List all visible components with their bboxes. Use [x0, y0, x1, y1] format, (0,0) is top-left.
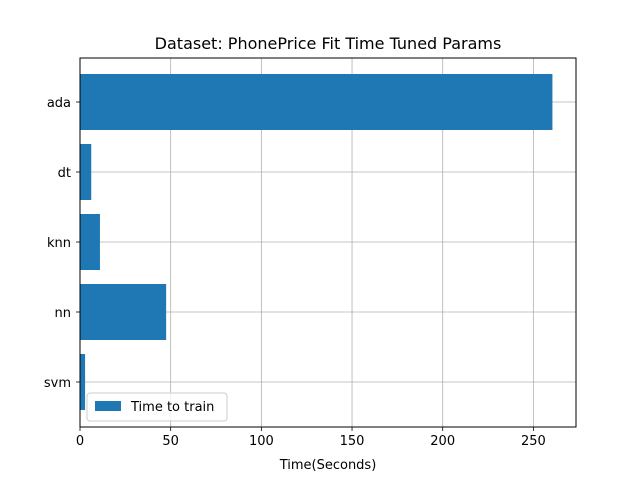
x-tick-label: 250 [521, 434, 546, 449]
bar-dt [80, 144, 92, 200]
y-tick-label: knn [47, 236, 71, 251]
legend-box [86, 392, 228, 422]
plot-frame [79, 57, 577, 428]
x-tick-label: 150 [340, 434, 365, 449]
x-tick-label: 50 [162, 434, 179, 449]
y-tick-label: svm [44, 376, 71, 391]
bars [80, 74, 553, 410]
bar-ada [80, 74, 553, 130]
y-tick-label: dt [58, 166, 71, 181]
x-axis-ticks: 0 50 100 150 200 250 [76, 427, 546, 449]
legend-swatch [95, 401, 121, 411]
x-tick-label: 200 [430, 434, 455, 449]
x-tick-label: 100 [249, 434, 274, 449]
bar-nn [80, 284, 167, 340]
y-tick-label: ada [47, 96, 71, 111]
y-tick-label: nn [55, 306, 71, 321]
x-axis-label: Time(Seconds) [279, 458, 377, 473]
chart-title: Dataset: PhonePrice Fit Time Tuned Param… [155, 34, 502, 53]
y-axis-ticks: ada dt knn nn svm [44, 96, 80, 391]
legend-label: Time to train [130, 400, 214, 415]
x-tick-label: 0 [76, 434, 84, 449]
bar-svm [80, 354, 86, 410]
legend: Time to train [86, 392, 228, 422]
bar-knn [80, 214, 100, 270]
